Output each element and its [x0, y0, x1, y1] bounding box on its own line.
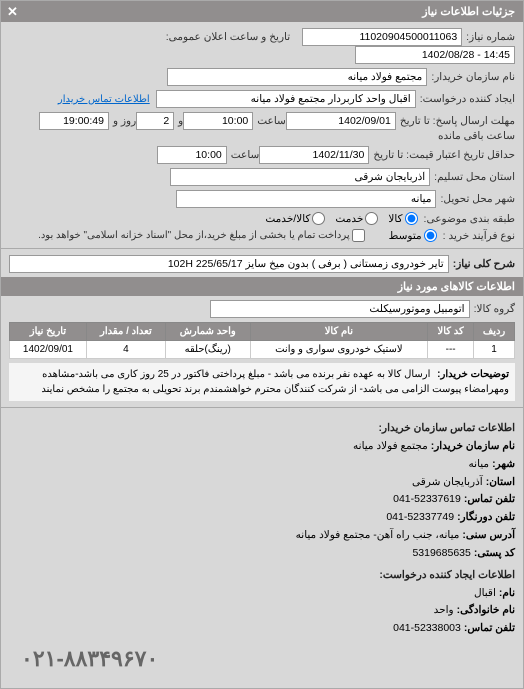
details-panel: جزئیات اطلاعات نیاز ✕ شماره نیاز: تاریخ … [0, 0, 524, 689]
valid-date-input[interactable] [259, 146, 369, 164]
desc-label: شرح کلی نیاز: [453, 258, 515, 270]
state-input[interactable] [170, 168, 430, 186]
contact-title: اطلاعات تماس سازمان خریدار: [9, 420, 515, 438]
contact-block: اطلاعات تماس سازمان خریدار: نام سازمان خ… [1, 420, 523, 688]
ctel-value: 52337619-041 [393, 493, 461, 505]
panel-header: جزئیات اطلاعات نیاز ✕ [1, 1, 523, 22]
deadline-time-input[interactable] [183, 112, 253, 130]
cstate-label: استان: [486, 476, 515, 488]
announce-label: تاریخ و ساعت اعلان عمومی: [166, 31, 290, 43]
table-cell: لاستیک خودروی سواری و وانت [250, 341, 428, 359]
table-cell: 4 [86, 341, 165, 359]
goods-table: ردیفکد کالانام کالاواحد شمارشتعداد / مقد… [9, 322, 515, 359]
big-phone: ۰۲۱-۸۸۳۴۹۶۷۰ [9, 638, 515, 679]
deadline-date-input[interactable] [286, 112, 396, 130]
goods-section-title: اطلاعات کالاهای مورد نیاز [1, 277, 523, 296]
buyer-label: نام سازمان خریدار: [431, 71, 515, 83]
explain-block: توضیحات خریدار: ارسال کالا به عهده نفر ب… [9, 363, 515, 401]
table-cell: 1 [474, 341, 515, 359]
time-label-2: ساعت [231, 149, 260, 161]
table-header: واحد شمارش [165, 323, 250, 341]
day-word: روز و [113, 115, 136, 127]
table-row[interactable]: 1---لاستیک خودروی سواری و وانت(رینگ)حلقه… [10, 341, 515, 359]
category-label: طبقه بندی موضوعی: [424, 213, 515, 225]
table-cell: 1402/09/01 [10, 341, 87, 359]
buy-proc-note: پرداخت تمام یا بخشی از مبلغ خرید،از محل … [38, 230, 350, 241]
ccity-label: شهر: [492, 458, 515, 470]
valid-time-input[interactable] [157, 146, 227, 164]
cctel-value: 52338003-041 [393, 622, 461, 634]
city-input[interactable] [176, 190, 436, 208]
deadline-label: مهلت ارسال پاسخ: تا تاریخ [400, 115, 515, 127]
req-no-label: شماره نیاز: [466, 31, 515, 43]
radio-service[interactable] [365, 212, 378, 225]
panel-title: جزئیات اطلاعات نیاز [422, 6, 515, 18]
cname-value: اقبال [474, 587, 496, 599]
city-label: شهر محل تحویل: [440, 193, 515, 205]
table-header: ردیف [474, 323, 515, 341]
remain-label: ساعت باقی مانده [438, 130, 515, 142]
cpost-label: کد پستی: [474, 547, 515, 559]
panel-content: شماره نیاز: تاریخ و ساعت اعلان عمومی: نا… [1, 22, 523, 420]
announce-input[interactable] [355, 46, 515, 64]
table-header: نام کالا [250, 323, 428, 341]
table-cell: --- [428, 341, 474, 359]
radio-medium-label: متوسط [389, 230, 422, 242]
remain-time-input[interactable] [39, 112, 109, 130]
checkbox-treasury[interactable] [352, 229, 365, 242]
ctel-label: تلفن تماس: [464, 493, 515, 505]
ccity-value: میانه [469, 458, 490, 470]
radio-medium[interactable] [424, 229, 437, 242]
table-header: تعداد / مقدار [86, 323, 165, 341]
radio-service-label: خدمت [335, 213, 363, 225]
cctel-label: تلفن تماس: [464, 622, 515, 634]
buy-proc-label: نوع فرآیند خرید : [443, 230, 515, 242]
table-cell: (رینگ)حلقه [165, 341, 250, 359]
table-header: کد کالا [428, 323, 474, 341]
org-value: مجتمع فولاد میانه [353, 440, 428, 452]
cstate-value: آذربایجان شرقی [412, 476, 483, 488]
desc-input[interactable] [9, 255, 449, 273]
close-icon[interactable]: ✕ [7, 4, 18, 20]
table-header: تاریخ نیاز [10, 323, 87, 341]
days-input[interactable] [136, 112, 174, 130]
clname-value: واحد [434, 604, 454, 616]
contact-link[interactable]: اطلاعات تماس خریدار [58, 94, 150, 105]
clname-label: نام خانوادگی: [457, 604, 515, 616]
buyer-input[interactable] [167, 68, 427, 86]
cname-label: نام: [499, 587, 515, 599]
caddr-label: آدرس سنی: [462, 529, 515, 541]
req-no-input[interactable] [302, 28, 462, 46]
state-label: استان محل تسلیم: [434, 171, 515, 183]
valid-label: حداقل تاریخ اعتبار قیمت: تا تاریخ [373, 149, 515, 161]
group-label: گروه کالا: [474, 303, 515, 315]
creator-input[interactable] [156, 90, 416, 108]
radio-goods-service[interactable] [312, 212, 325, 225]
radio-goods[interactable] [405, 212, 418, 225]
caddr-value: میانه، جنب راه آهن- مجتمع فولاد میانه [296, 529, 460, 541]
creator-label: ایجاد کننده درخواست: [420, 93, 515, 105]
cfax-label: تلفن دورنگار: [457, 511, 515, 523]
radio-goods-label: کالا [388, 213, 402, 225]
cfax-value: 52337749-041 [386, 511, 454, 523]
explain-label: توضیحات خریدار: [437, 369, 509, 380]
group-input[interactable] [210, 300, 470, 318]
radio-goods-service-label: کالا/خدمت [265, 213, 310, 225]
and-label: و [178, 115, 183, 127]
org-label: نام سازمان خریدار: [431, 440, 515, 452]
time-label-1: ساعت [257, 115, 286, 127]
cpost-value: 5319685635 [412, 547, 470, 559]
